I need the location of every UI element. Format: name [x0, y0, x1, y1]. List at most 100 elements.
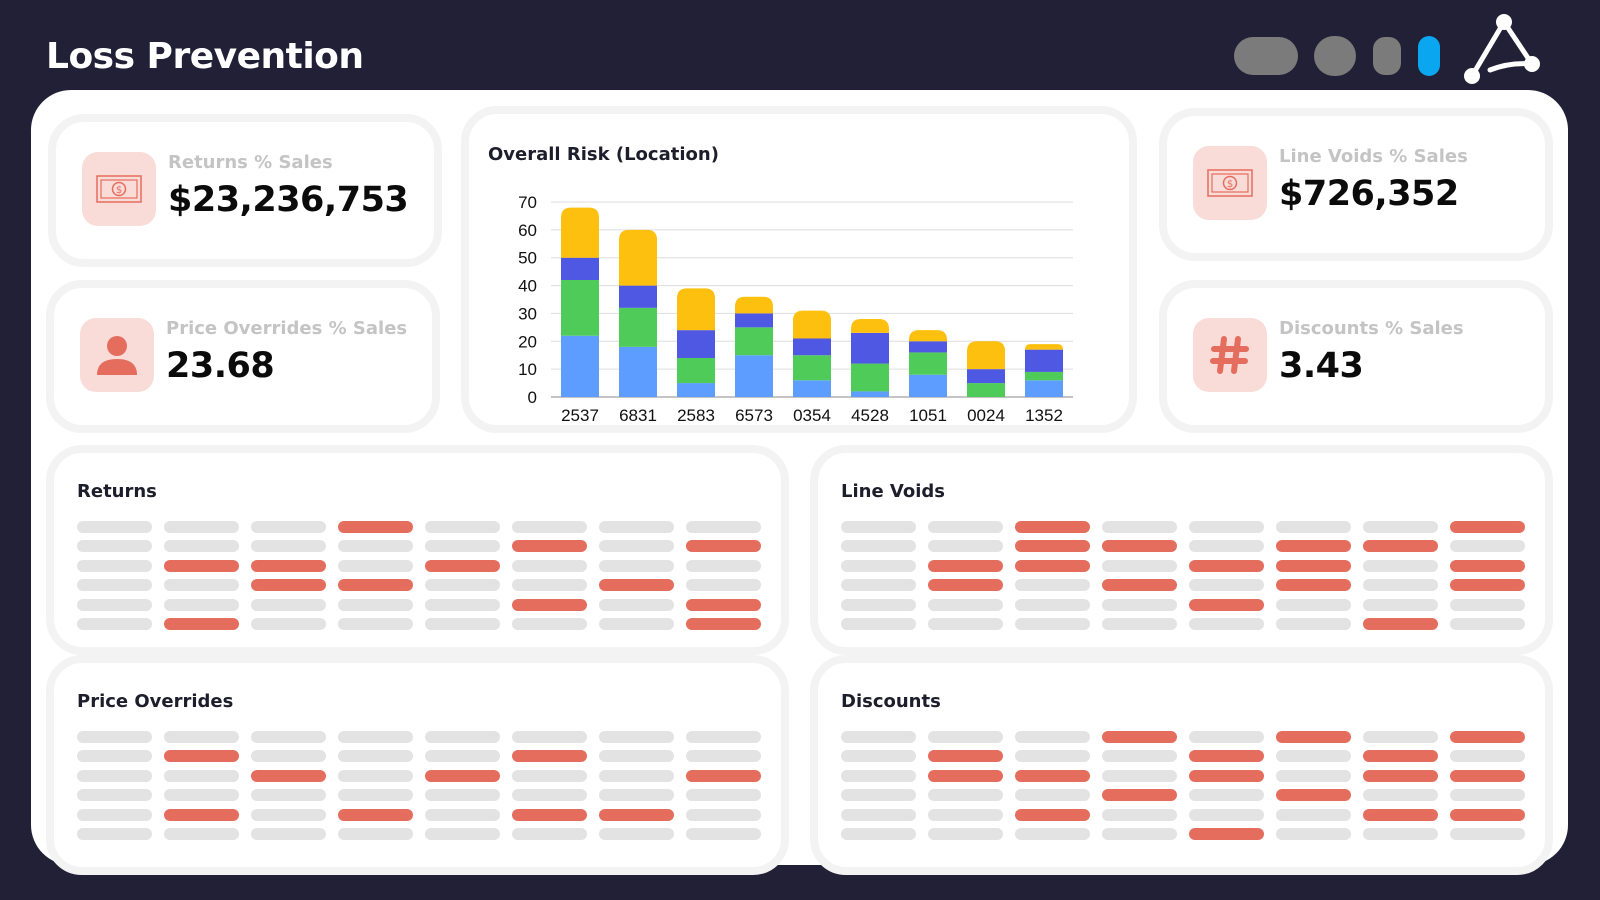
risk-cell — [1189, 731, 1264, 743]
risk-cell — [1363, 789, 1438, 802]
risk-cell-flagged — [425, 559, 500, 572]
bar-segment — [793, 380, 831, 397]
risk-cell-flagged — [1363, 618, 1438, 630]
risk-cell — [928, 828, 1003, 840]
risk-cell — [1015, 579, 1090, 592]
kpi-label: Line Voids % Sales — [1279, 146, 1468, 167]
bar-segment — [909, 341, 947, 353]
risk-cell — [1450, 789, 1525, 802]
risk-cell-flagged — [1102, 540, 1177, 553]
kpi-label: Price Overrides % Sales — [166, 318, 408, 339]
x-tick-label: 0354 — [793, 406, 831, 425]
risk-cell — [77, 828, 152, 840]
kpi-returns-card: $ Returns % Sales $23,236,753 — [48, 114, 442, 267]
risk-cell-flagged — [1363, 769, 1438, 782]
risk-cell-flagged — [686, 540, 761, 553]
chart-title: Overall Risk (Location) — [488, 144, 719, 165]
risk-cell — [77, 521, 152, 533]
risk-cell — [1450, 750, 1525, 763]
y-tick-label: 40 — [518, 277, 537, 296]
risk-cell — [1102, 828, 1177, 840]
x-tick-label: 2537 — [561, 406, 599, 425]
risk-cell-flagged — [512, 808, 587, 821]
risk-cell-flagged — [164, 750, 239, 763]
bar-segment — [677, 330, 715, 358]
bar-segment — [851, 363, 889, 392]
risk-cell — [512, 521, 587, 533]
risk-cell — [928, 618, 1003, 630]
risk-cell — [77, 579, 152, 592]
kpi-value: $726,352 — [1279, 174, 1459, 214]
indicator-small[interactable] — [1373, 37, 1401, 75]
risk-cell — [1450, 618, 1525, 630]
bar-segment — [561, 335, 599, 397]
risk-cell — [928, 540, 1003, 553]
x-tick-label: 4528 — [851, 406, 889, 425]
bar-segment — [1025, 349, 1063, 372]
risk-cell — [1015, 789, 1090, 802]
risk-cell — [1102, 750, 1177, 763]
risk-cell-flagged — [928, 769, 1003, 782]
risk-cell-flagged — [1189, 598, 1264, 611]
risk-cell — [251, 731, 326, 743]
risk-cell — [251, 521, 326, 533]
risk-cell — [599, 789, 674, 802]
risk-cell — [686, 789, 761, 802]
risk-cell — [1102, 769, 1177, 782]
risk-cell — [338, 731, 413, 743]
risk-cell — [164, 769, 239, 782]
bar-segment — [619, 229, 657, 286]
risk-cell — [1015, 731, 1090, 743]
risk-cell — [425, 618, 500, 630]
risk-cell-flagged — [338, 521, 413, 533]
svg-text:$: $ — [1227, 179, 1233, 190]
bar-segment — [561, 280, 599, 336]
risk-cell — [1189, 789, 1264, 802]
risk-cell — [599, 559, 674, 572]
risk-cell — [841, 828, 916, 840]
risk-cell — [425, 789, 500, 802]
risk-cell-flagged — [1102, 579, 1177, 592]
risk-cell — [599, 521, 674, 533]
y-tick-label: 0 — [528, 388, 537, 407]
indicator-pill[interactable] — [1234, 37, 1298, 75]
risk-cell — [512, 769, 587, 782]
risk-cell-flagged — [1450, 731, 1525, 743]
risk-cell — [1276, 769, 1351, 782]
bar-segment — [677, 358, 715, 384]
risk-cell — [841, 559, 916, 572]
risk-cell — [77, 808, 152, 821]
kpi-price-overrides-card: Price Overrides % Sales 23.68 — [46, 280, 440, 433]
risk-cell — [1189, 579, 1264, 592]
risk-cell-flagged — [1363, 750, 1438, 763]
risk-cell — [686, 808, 761, 821]
risk-cell-flagged — [251, 579, 326, 592]
kpi-value: $23,236,753 — [168, 180, 409, 220]
risk-cell-flagged — [928, 750, 1003, 763]
risk-cell — [599, 731, 674, 743]
bar-segment — [561, 257, 599, 280]
risk-cell — [77, 559, 152, 572]
risk-cell — [1276, 808, 1351, 821]
risk-cell-flagged — [425, 769, 500, 782]
risk-cell — [686, 731, 761, 743]
risk-cell-flagged — [1276, 559, 1351, 572]
risk-cell — [686, 579, 761, 592]
risk-cell — [1276, 618, 1351, 630]
risk-cell — [1015, 828, 1090, 840]
bar-segment — [561, 207, 599, 258]
indicator-active[interactable] — [1418, 36, 1440, 76]
risk-cell — [841, 521, 916, 533]
hash-icon — [1193, 318, 1267, 392]
risk-cell — [1363, 579, 1438, 592]
bar-segment — [619, 346, 657, 397]
risk-cell — [77, 750, 152, 763]
risk-cell — [1363, 521, 1438, 533]
risk-cell — [1102, 598, 1177, 611]
indicator-circle[interactable] — [1314, 36, 1356, 76]
risk-cell-flagged — [1450, 559, 1525, 572]
risk-cell — [1189, 618, 1264, 630]
bar-segment — [619, 285, 657, 308]
kpi-label: Returns % Sales — [168, 152, 333, 173]
money-bill-icon: $ — [82, 152, 156, 226]
